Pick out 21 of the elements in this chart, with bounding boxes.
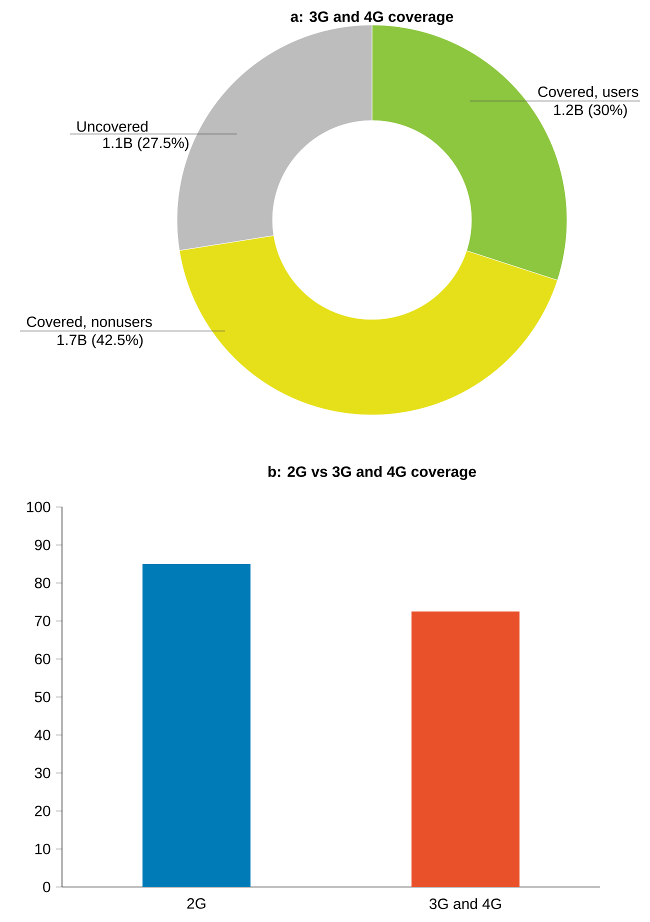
x-tick-label: 2G [187, 898, 206, 909]
slice-label: Covered, users [538, 86, 638, 99]
y-tick-label: 80 [34, 578, 50, 588]
data-label: 1.7B (42.5%) [58, 334, 143, 348]
y-tick-label: 30 [34, 768, 50, 778]
y-tick-label: 10 [35, 844, 50, 854]
slice-label: Covered, nonusers [26, 316, 152, 329]
chart-title: b: 2G vs 3G and 4G coverage [268, 466, 476, 480]
x-tick-label: 3G and 4G [430, 898, 501, 910]
chart-title: a: 3G and 4G coverage [290, 11, 454, 25]
slice-label: Uncovered [77, 120, 148, 132]
y-tick-label: 70 [34, 616, 50, 626]
y-tick-label: 100 [27, 502, 50, 512]
y-tick-label: 20 [34, 806, 50, 816]
y-tick-label: 40 [34, 730, 50, 740]
y-tick-label: 50 [34, 692, 50, 702]
data-label: 1.1B (27.5%) [103, 137, 188, 152]
y-tick-label: 60 [34, 654, 50, 664]
y-tick-label: 0 [43, 882, 50, 892]
y-tick-label: 90 [34, 540, 50, 550]
data-label: 1.2B (30%) [554, 104, 627, 118]
